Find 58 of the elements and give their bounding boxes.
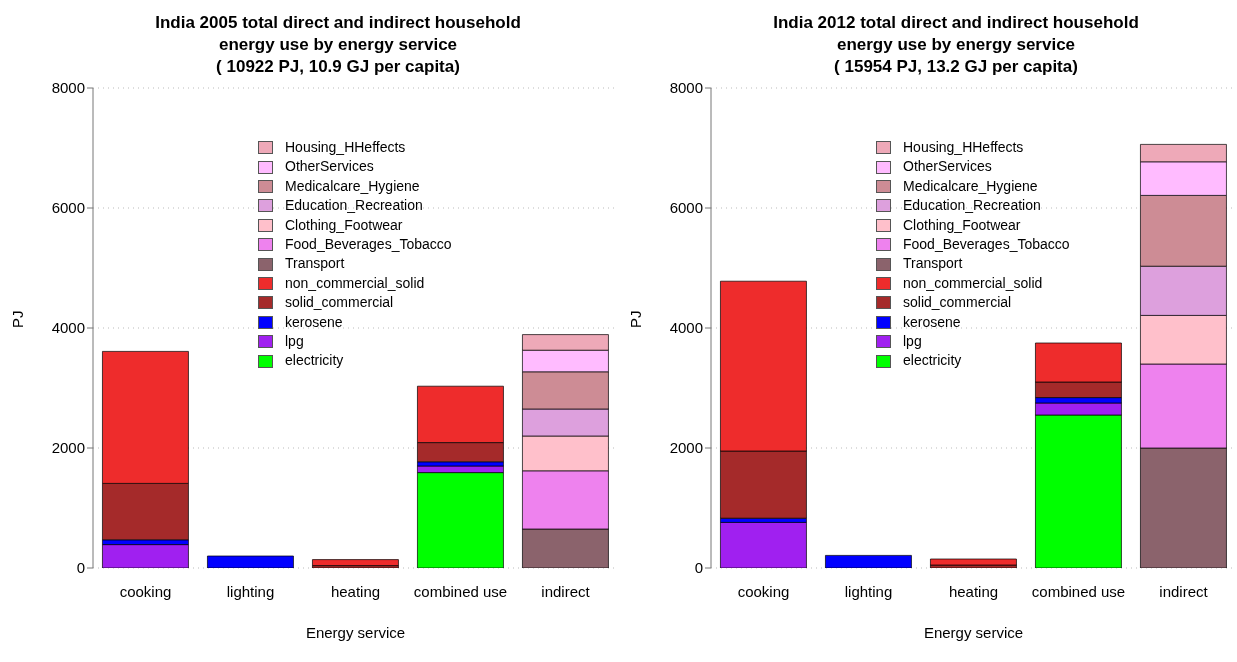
legend-label: non_commercial_solid xyxy=(903,273,1043,293)
y-tick-label: 0 xyxy=(694,559,703,577)
legend-label: Clothing_Footwear xyxy=(285,215,403,235)
legend-label: electricity xyxy=(285,351,344,371)
legend-label: Medicalcare_Hygiene xyxy=(903,176,1038,196)
chart-subtitle: ( 10922 PJ, 10.9 GJ per capita) xyxy=(215,56,461,78)
y-axis-title: PJ xyxy=(9,310,27,328)
legend-label: kerosene xyxy=(285,312,343,332)
bar xyxy=(825,555,912,568)
legend-label: solid_commercial xyxy=(285,293,394,313)
y-tick-label: 0 xyxy=(76,559,85,577)
legend-label: lpg xyxy=(903,332,922,352)
legend-label: OtherServices xyxy=(285,157,374,177)
chart-title: India 2012 total direct and indirect household energy use by energy service xyxy=(772,12,1140,56)
y-tick-label: 6000 xyxy=(669,199,703,217)
y-tick-label: 6000 xyxy=(51,199,85,217)
legend-label: Housing_HHeffects xyxy=(285,138,406,157)
y-tick-label: 4000 xyxy=(51,319,85,337)
x-axis-title: Energy service xyxy=(923,624,1024,641)
y-tick-label: 2000 xyxy=(669,439,703,457)
legend-label: Food_Beverages_Tobacco xyxy=(285,235,452,255)
x-tick-label: lighting xyxy=(226,582,275,600)
x-tick-label: combined use xyxy=(413,582,508,600)
legend-label: Education_Recreation xyxy=(285,196,423,216)
y-tick-label: 2000 xyxy=(51,439,85,457)
bar xyxy=(720,522,807,568)
legend-label: Transport xyxy=(285,254,345,274)
legend-label: Clothing_Footwear xyxy=(903,215,1021,235)
chart-title: India 2005 total direct and indirect household energy use by energy service xyxy=(154,12,522,56)
legend-label: lpg xyxy=(285,332,304,352)
legend-label: kerosene xyxy=(903,312,961,332)
legend-label: Transport xyxy=(903,254,963,274)
y-axis-title: PJ xyxy=(627,310,645,328)
legend-label: Housing_HHeffects xyxy=(903,138,1024,157)
x-tick-label: combined use xyxy=(1031,582,1126,600)
legend-label: solid_commercial xyxy=(903,293,1012,313)
legend-label: OtherServices xyxy=(903,157,992,177)
legend-label: non_commercial_solid xyxy=(285,273,425,293)
x-tick-label: lighting xyxy=(844,582,893,600)
y-tick-label: 8000 xyxy=(51,79,85,97)
x-axis-title: Energy service xyxy=(305,624,406,641)
chart-subtitle: ( 15954 PJ, 13.2 GJ per capita) xyxy=(833,56,1079,78)
legend-label: Medicalcare_Hygiene xyxy=(285,176,420,196)
x-tick-label: cooking xyxy=(737,582,790,600)
bar xyxy=(312,559,399,566)
bar xyxy=(207,555,294,568)
x-tick-label: heating xyxy=(330,582,381,600)
x-tick-label: cooking xyxy=(119,582,172,600)
legend-label: electricity xyxy=(903,351,962,371)
bar xyxy=(102,544,189,568)
y-tick-label: 4000 xyxy=(669,319,703,337)
bar xyxy=(930,558,1017,566)
x-tick-label: heating xyxy=(948,582,999,600)
legend-label: Education_Recreation xyxy=(903,196,1041,216)
y-tick-label: 8000 xyxy=(669,79,703,97)
x-tick-label: indirect xyxy=(1159,582,1209,600)
legend-label: Food_Beverages_Tobacco xyxy=(903,235,1070,255)
x-tick-label: indirect xyxy=(541,582,591,600)
